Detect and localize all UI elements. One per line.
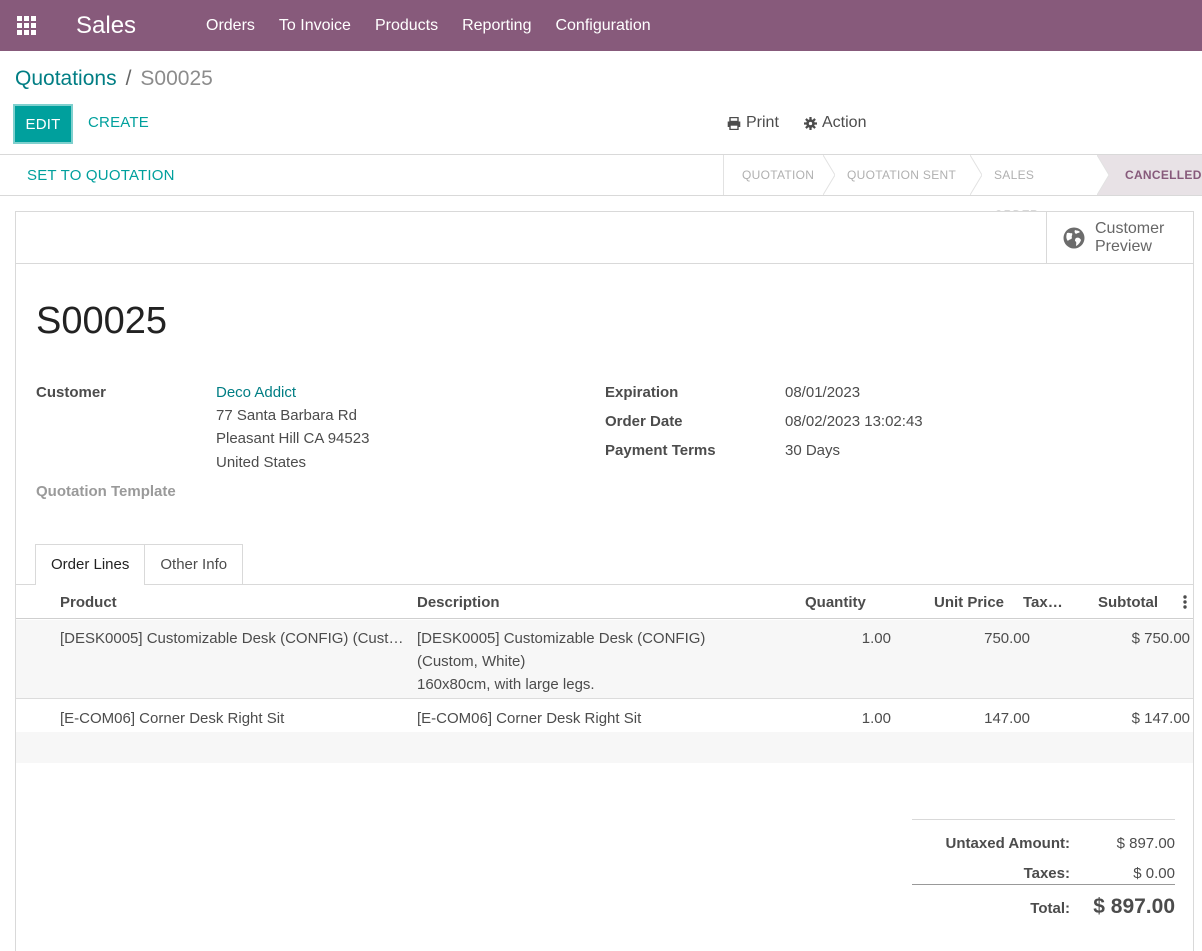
untaxed-amount-value: $ 897.00 xyxy=(1116,835,1175,852)
set-to-quotation-button[interactable]: SET TO QUOTATION xyxy=(27,167,175,184)
tab-other-info[interactable]: Other Info xyxy=(145,544,244,584)
app-name[interactable]: Sales xyxy=(76,11,137,39)
stage-quotation-label: QUOTATION xyxy=(742,168,815,182)
quotation-template-label: Quotation Template xyxy=(36,483,176,500)
notebook-tabs: Order Lines Other Info xyxy=(35,544,244,585)
customer-preview-button[interactable]: Customer Preview xyxy=(1046,212,1193,264)
menu-reporting[interactable]: Reporting xyxy=(462,17,532,34)
tabs-divider xyxy=(16,584,1193,585)
stage-arrow-icon xyxy=(823,155,835,195)
action-dropdown-button[interactable]: Action xyxy=(804,114,866,132)
row-product: [DESK0005] Customizable Desk (CONFIG) (C… xyxy=(60,630,410,647)
order-lines-header: Product Description Quantity Unit Price … xyxy=(16,585,1193,619)
customer-address-line3: United States xyxy=(216,454,307,471)
document-title: S00025 xyxy=(36,300,168,342)
stage-pipeline: QUOTATION QUOTATION SENT SALES ORDER CAN… xyxy=(723,155,1202,222)
breadcrumb-current: S00025 xyxy=(140,67,213,90)
row-description-line: (Custom, White) xyxy=(417,653,526,670)
table-row[interactable]: [E-COM06] Corner Desk Right Sit [E-COM06… xyxy=(16,700,1193,732)
menu-configuration[interactable]: Configuration xyxy=(555,17,651,34)
form-sheet: Customer Preview S00025 Customer Deco Ad… xyxy=(15,211,1194,951)
top-navbar: Sales Orders To Invoice Products Reporti… xyxy=(0,0,1202,51)
totals-divider xyxy=(912,884,1175,885)
edit-button[interactable]: EDIT xyxy=(13,104,73,144)
stage-cancelled[interactable]: CANCELLED xyxy=(1097,155,1202,195)
order-date-value: 08/02/2023 13:02:43 xyxy=(785,413,923,430)
stage-arrow-icon xyxy=(970,155,982,195)
table-empty-row xyxy=(16,732,1193,763)
status-bar: SET TO QUOTATION QUOTATION QUOTATION SEN… xyxy=(0,154,1202,222)
customer-address-line1: 77 Santa Barbara Rd xyxy=(216,407,357,424)
expiration-value: 08/01/2023 xyxy=(785,384,861,401)
row-quantity: 1.00 xyxy=(861,630,891,647)
table-row[interactable]: [DESK0005] Customizable Desk (CONFIG) (C… xyxy=(16,620,1193,699)
menu-to-invoice[interactable]: To Invoice xyxy=(278,17,351,34)
stage-quotation[interactable]: QUOTATION xyxy=(724,155,835,195)
taxes-value: $ 0.00 xyxy=(1133,865,1175,882)
customer-preview-line2: Preview xyxy=(1095,238,1152,255)
column-taxes[interactable]: Tax… xyxy=(1023,594,1063,611)
row-unit-price: 750.00 xyxy=(984,630,1030,647)
taxes-label: Taxes: xyxy=(1023,865,1070,882)
column-unit-price[interactable]: Unit Price xyxy=(934,594,1005,611)
row-description: [E-COM06] Corner Desk Right Sit xyxy=(417,710,642,727)
gear-icon xyxy=(804,116,817,130)
customer-link[interactable]: Deco Addict xyxy=(216,384,297,401)
smart-button-box: Customer Preview xyxy=(16,212,1193,264)
menu-products[interactable]: Products xyxy=(374,17,439,34)
row-description-line: [DESK0005] Customizable Desk (CONFIG) xyxy=(417,630,706,647)
payment-terms-value: 30 Days xyxy=(785,442,841,459)
total-label: Total: xyxy=(1030,900,1070,917)
stage-quotation-sent[interactable]: QUOTATION SENT xyxy=(829,155,982,195)
breadcrumb: Quotations / S00025 xyxy=(15,67,213,91)
row-product: [E-COM06] Corner Desk Right Sit xyxy=(60,710,285,727)
breadcrumb-quotations-link[interactable]: Quotations xyxy=(15,67,117,90)
total-value: $ 897.00 xyxy=(1093,895,1175,918)
stage-quotation-sent-label: QUOTATION SENT xyxy=(847,168,957,182)
row-subtotal: $ 750.00 xyxy=(1131,630,1190,647)
row-quantity: 1.00 xyxy=(861,710,891,727)
customer-address-line2: Pleasant Hill CA 94523 xyxy=(216,430,370,447)
customer-preview-line1: Customer xyxy=(1095,220,1165,237)
column-subtotal[interactable]: Subtotal xyxy=(1098,594,1158,611)
create-button[interactable]: CREATE xyxy=(88,114,149,131)
column-description[interactable]: Description xyxy=(417,594,500,611)
stage-cancelled-label: CANCELLED xyxy=(1125,168,1202,182)
tab-order-lines[interactable]: Order Lines xyxy=(35,544,146,585)
print-label: Print xyxy=(746,114,779,131)
row-description-line: 160x80cm, with large legs. xyxy=(417,676,595,693)
customer-preview-label: Customer Preview xyxy=(1095,220,1164,256)
apps-menu-icon[interactable] xyxy=(0,0,52,51)
print-icon xyxy=(727,116,741,130)
breadcrumb-separator: / xyxy=(125,67,132,90)
menu-orders[interactable]: Orders xyxy=(206,17,255,34)
order-date-label: Order Date xyxy=(605,413,683,430)
globe-icon xyxy=(1063,227,1085,249)
main-menu: Orders To Invoice Products Reporting Con… xyxy=(194,0,663,51)
optional-columns-icon[interactable] xyxy=(1183,595,1187,609)
totals-divider xyxy=(912,819,1175,820)
customer-label: Customer xyxy=(36,384,107,401)
untaxed-amount-label: Untaxed Amount: xyxy=(945,835,1070,852)
stage-sales-order[interactable]: SALES ORDER xyxy=(976,155,1097,222)
expiration-label: Expiration xyxy=(605,384,679,401)
print-dropdown-button[interactable]: Print xyxy=(727,114,779,132)
column-product[interactable]: Product xyxy=(60,594,117,611)
row-description: [DESK0005] Customizable Desk (CONFIG) (C… xyxy=(417,627,767,696)
column-quantity[interactable]: Quantity xyxy=(805,594,866,611)
stage-arrow-icon xyxy=(1097,155,1109,195)
payment-terms-label: Payment Terms xyxy=(605,442,716,459)
row-unit-price: 147.00 xyxy=(984,710,1030,727)
row-subtotal: $ 147.00 xyxy=(1131,710,1190,727)
action-label: Action xyxy=(822,114,867,131)
